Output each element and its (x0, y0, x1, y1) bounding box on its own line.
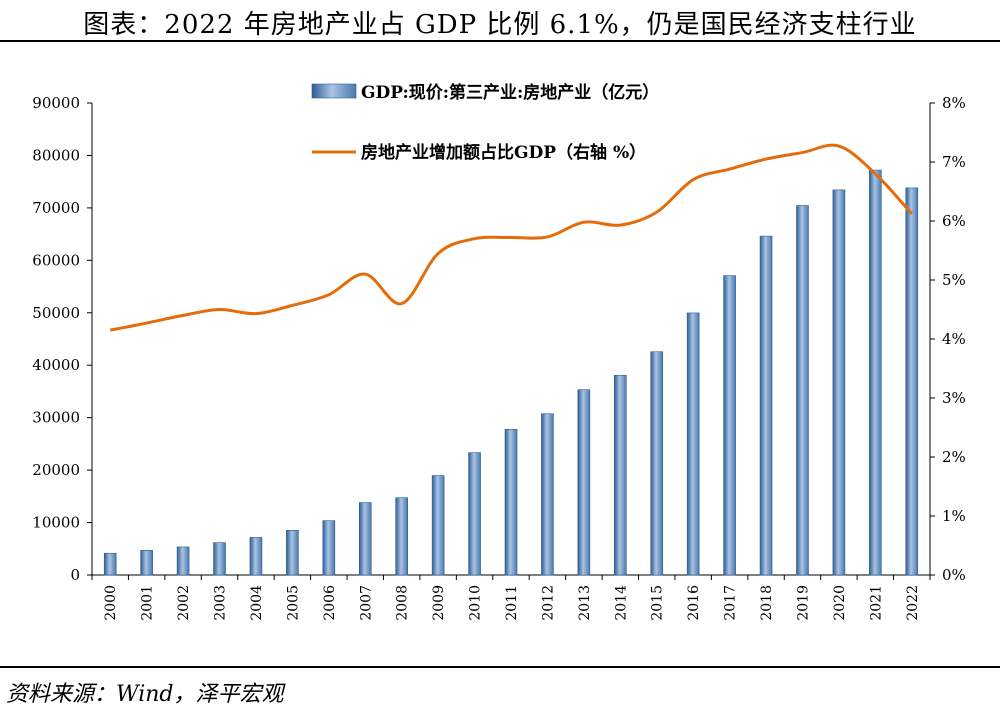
x-tick-label: 2007 (358, 585, 374, 621)
chart-title: 图表：2022 年房地产业占 GDP 比例 6.1%，仍是国民经济支柱行业 (83, 10, 917, 40)
left-tick-label: 50000 (32, 304, 80, 322)
right-tick-label: 6% (942, 212, 966, 230)
x-tick-label: 2016 (686, 585, 702, 621)
bar-2004 (249, 537, 263, 576)
x-tick-label: 2020 (832, 585, 848, 621)
right-tick-label: 2% (942, 448, 966, 466)
left-tick-label: 70000 (32, 199, 80, 217)
left-tick-label: 60000 (32, 251, 80, 269)
bar-2020 (832, 189, 846, 576)
x-tick-label: 2013 (577, 585, 593, 621)
bar-2013 (577, 389, 591, 576)
axes-group: 0 10000 20000 30000 40000 50000 60000 70000 8000… (32, 94, 966, 621)
bar-2022 (905, 187, 919, 576)
x-tick-label: 2006 (322, 585, 338, 621)
x-tick-label: 2018 (759, 585, 775, 621)
right-tick-label: 0% (942, 566, 966, 584)
bar-2001 (140, 550, 153, 576)
legend-line-label: 房地产业增加额占比GDP（右轴 %） (361, 142, 646, 163)
bar-2014 (614, 374, 627, 576)
bar-2011 (504, 429, 518, 576)
bar-2017 (723, 275, 736, 576)
x-tick-label: 2002 (176, 585, 192, 621)
right-tick-label: 3% (942, 389, 966, 407)
ratio-line (109, 143, 913, 332)
x-tick-label: 2011 (504, 585, 520, 621)
title-rule (0, 40, 1000, 42)
right-tick-label: 1% (942, 507, 966, 525)
legend-bar-swatch (311, 83, 357, 99)
bar-2008 (395, 497, 408, 576)
bar-2012 (541, 413, 554, 576)
left-tick-label: 0 (70, 566, 80, 584)
bar-2015 (650, 351, 664, 576)
source-note: 资料来源：Wind，泽平宏观 (6, 682, 284, 707)
x-tick-label: 2004 (249, 585, 265, 621)
source-rule (0, 666, 1000, 668)
line-group (109, 143, 913, 332)
bar-2000 (103, 552, 117, 576)
legend-group: GDP:现价:第三产业:房地产业（亿元） 房地产业增加额占比GDP（右轴 %） (311, 82, 659, 163)
x-tick-label: 2015 (650, 585, 666, 621)
x-tick-label: 2012 (540, 585, 556, 621)
bar-2019 (796, 205, 809, 576)
right-tick-label: 5% (942, 271, 966, 289)
x-tick-label: 2017 (723, 585, 739, 621)
x-tick-label: 2003 (213, 585, 229, 621)
combo-chart: 0 10000 20000 30000 40000 50000 60000 70000 8000… (32, 82, 966, 621)
x-tick-label: 2008 (395, 585, 411, 621)
left-tick-label: 90000 (32, 94, 80, 112)
bar-2021 (869, 169, 882, 576)
bar-2018 (759, 235, 773, 576)
x-tick-label: 2019 (795, 585, 811, 621)
x-tick-label: 2021 (868, 585, 884, 621)
x-tick-label: 2010 (468, 585, 484, 621)
left-tick-label: 30000 (32, 409, 80, 427)
left-tick-label: 10000 (32, 514, 80, 532)
x-tick-label: 2005 (285, 585, 301, 621)
bar-2010 (468, 452, 481, 576)
x-tick-label: 2000 (103, 585, 119, 621)
right-tick-label: 4% (942, 330, 966, 348)
legend-bar-label: GDP:现价:第三产业:房地产业（亿元） (361, 82, 659, 103)
bar-2009 (431, 475, 445, 576)
x-tick-label: 2022 (905, 585, 921, 621)
bar-2005 (286, 530, 299, 576)
bar-2003 (213, 542, 226, 576)
right-tick-label: 7% (942, 153, 966, 171)
left-tick-label: 40000 (32, 356, 80, 374)
bar-2002 (176, 546, 190, 576)
x-tick-label: 2001 (140, 585, 156, 621)
left-tick-label: 80000 (32, 146, 80, 164)
right-tick-label: 8% (942, 94, 966, 112)
bar-2006 (322, 520, 336, 576)
bars-group (103, 169, 919, 576)
bar-2016 (686, 312, 700, 576)
bar-2007 (358, 502, 372, 576)
x-tick-label: 2014 (613, 585, 629, 621)
x-tick-label: 2009 (431, 585, 447, 621)
left-tick-label: 20000 (32, 461, 80, 479)
